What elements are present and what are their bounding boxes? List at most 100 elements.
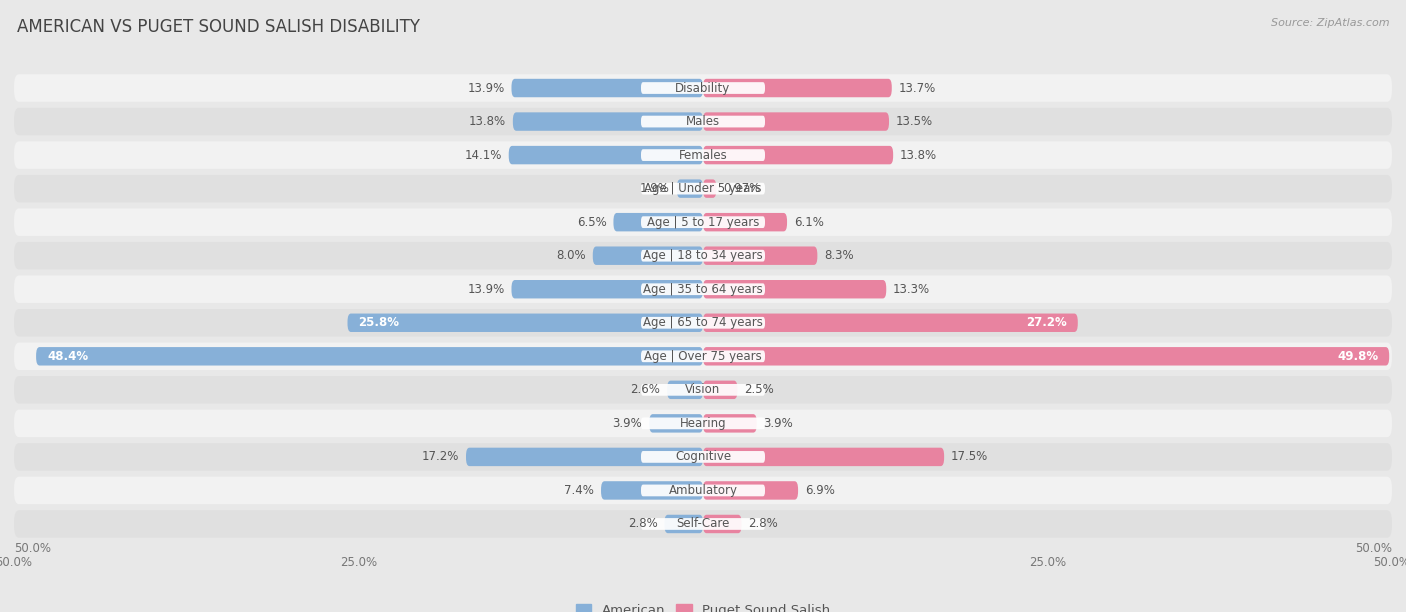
FancyBboxPatch shape (465, 448, 703, 466)
FancyBboxPatch shape (512, 79, 703, 97)
FancyBboxPatch shape (593, 247, 703, 265)
FancyBboxPatch shape (703, 213, 787, 231)
Text: 17.2%: 17.2% (422, 450, 460, 463)
Text: Hearing: Hearing (679, 417, 727, 430)
FancyBboxPatch shape (665, 515, 703, 533)
FancyBboxPatch shape (14, 376, 1392, 403)
FancyBboxPatch shape (513, 113, 703, 131)
FancyBboxPatch shape (703, 179, 717, 198)
Text: 13.9%: 13.9% (467, 81, 505, 94)
FancyBboxPatch shape (703, 313, 1078, 332)
Text: 2.8%: 2.8% (748, 518, 778, 531)
Text: AMERICAN VS PUGET SOUND SALISH DISABILITY: AMERICAN VS PUGET SOUND SALISH DISABILIT… (17, 18, 420, 36)
Text: 2.8%: 2.8% (628, 518, 658, 531)
FancyBboxPatch shape (14, 409, 1392, 437)
FancyBboxPatch shape (641, 518, 765, 530)
FancyBboxPatch shape (650, 414, 703, 433)
FancyBboxPatch shape (14, 141, 1392, 169)
FancyBboxPatch shape (600, 481, 703, 499)
FancyBboxPatch shape (512, 280, 703, 299)
FancyBboxPatch shape (641, 250, 765, 261)
Text: 17.5%: 17.5% (950, 450, 988, 463)
FancyBboxPatch shape (14, 343, 1392, 370)
FancyBboxPatch shape (641, 317, 765, 329)
FancyBboxPatch shape (641, 116, 765, 127)
Text: 49.8%: 49.8% (1337, 350, 1378, 363)
FancyBboxPatch shape (703, 414, 756, 433)
FancyBboxPatch shape (703, 481, 799, 499)
Text: Ambulatory: Ambulatory (668, 484, 738, 497)
Text: 8.0%: 8.0% (557, 249, 586, 262)
Text: Age | 5 to 17 years: Age | 5 to 17 years (647, 215, 759, 229)
FancyBboxPatch shape (14, 275, 1392, 303)
FancyBboxPatch shape (641, 82, 765, 94)
Text: 50.0%: 50.0% (14, 542, 51, 554)
Text: 27.2%: 27.2% (1026, 316, 1067, 329)
Text: 6.9%: 6.9% (806, 484, 835, 497)
FancyBboxPatch shape (14, 108, 1392, 135)
FancyBboxPatch shape (641, 351, 765, 362)
Text: Cognitive: Cognitive (675, 450, 731, 463)
FancyBboxPatch shape (37, 347, 703, 365)
FancyBboxPatch shape (703, 347, 1389, 365)
FancyBboxPatch shape (14, 443, 1392, 471)
FancyBboxPatch shape (703, 247, 817, 265)
Text: 13.9%: 13.9% (467, 283, 505, 296)
Text: 3.9%: 3.9% (613, 417, 643, 430)
Text: Age | 65 to 74 years: Age | 65 to 74 years (643, 316, 763, 329)
Text: 13.5%: 13.5% (896, 115, 934, 128)
Text: Age | 35 to 64 years: Age | 35 to 64 years (643, 283, 763, 296)
Text: Age | Under 5 years: Age | Under 5 years (644, 182, 762, 195)
Text: 8.3%: 8.3% (824, 249, 853, 262)
Text: Age | 18 to 34 years: Age | 18 to 34 years (643, 249, 763, 262)
FancyBboxPatch shape (14, 477, 1392, 504)
FancyBboxPatch shape (14, 175, 1392, 203)
Legend: American, Puget Sound Salish: American, Puget Sound Salish (571, 599, 835, 612)
Text: 6.1%: 6.1% (794, 215, 824, 229)
FancyBboxPatch shape (703, 79, 891, 97)
Text: 7.4%: 7.4% (564, 484, 595, 497)
Text: 3.9%: 3.9% (763, 417, 793, 430)
FancyBboxPatch shape (14, 309, 1392, 337)
FancyBboxPatch shape (703, 515, 741, 533)
Text: 25.8%: 25.8% (359, 316, 399, 329)
Text: 1.9%: 1.9% (640, 182, 669, 195)
FancyBboxPatch shape (509, 146, 703, 164)
FancyBboxPatch shape (613, 213, 703, 231)
Text: 6.5%: 6.5% (576, 215, 606, 229)
FancyBboxPatch shape (641, 417, 765, 429)
Text: Vision: Vision (685, 383, 721, 397)
FancyBboxPatch shape (641, 485, 765, 496)
Text: Self-Care: Self-Care (676, 518, 730, 531)
FancyBboxPatch shape (676, 179, 703, 198)
Text: 2.6%: 2.6% (630, 383, 661, 397)
FancyBboxPatch shape (14, 242, 1392, 269)
Text: 48.4%: 48.4% (48, 350, 89, 363)
FancyBboxPatch shape (641, 283, 765, 295)
Text: 13.8%: 13.8% (900, 149, 938, 162)
FancyBboxPatch shape (703, 448, 945, 466)
Text: 2.5%: 2.5% (744, 383, 775, 397)
Text: Age | Over 75 years: Age | Over 75 years (644, 350, 762, 363)
Text: 0.97%: 0.97% (723, 182, 761, 195)
Text: 14.1%: 14.1% (464, 149, 502, 162)
Text: Males: Males (686, 115, 720, 128)
Text: Disability: Disability (675, 81, 731, 94)
FancyBboxPatch shape (641, 384, 765, 396)
FancyBboxPatch shape (703, 280, 886, 299)
FancyBboxPatch shape (641, 149, 765, 161)
Text: Females: Females (679, 149, 727, 162)
Text: 13.7%: 13.7% (898, 81, 936, 94)
Text: 13.8%: 13.8% (468, 115, 506, 128)
FancyBboxPatch shape (641, 216, 765, 228)
FancyBboxPatch shape (641, 183, 765, 195)
FancyBboxPatch shape (14, 209, 1392, 236)
FancyBboxPatch shape (668, 381, 703, 399)
Text: 13.3%: 13.3% (893, 283, 931, 296)
FancyBboxPatch shape (703, 381, 738, 399)
FancyBboxPatch shape (347, 313, 703, 332)
FancyBboxPatch shape (703, 146, 893, 164)
FancyBboxPatch shape (14, 74, 1392, 102)
FancyBboxPatch shape (641, 451, 765, 463)
Text: Source: ZipAtlas.com: Source: ZipAtlas.com (1271, 18, 1389, 28)
